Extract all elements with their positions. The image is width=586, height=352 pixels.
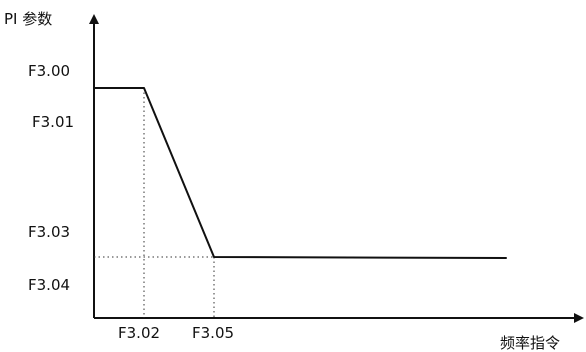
x-tick-label: F3.05 [192,324,234,342]
x-axis-label: 频率指令 [500,334,560,352]
y-tick-label: F3.04 [28,276,70,294]
pi-parameter-curve [93,87,507,259]
y-tick-label: F3.00 [28,62,70,80]
x-tick-label: F3.02 [118,324,160,342]
y-tick-label: F3.03 [28,223,70,241]
y-axis-label: PI 参数 [4,10,52,28]
y-tick-label: F3.01 [32,113,74,131]
